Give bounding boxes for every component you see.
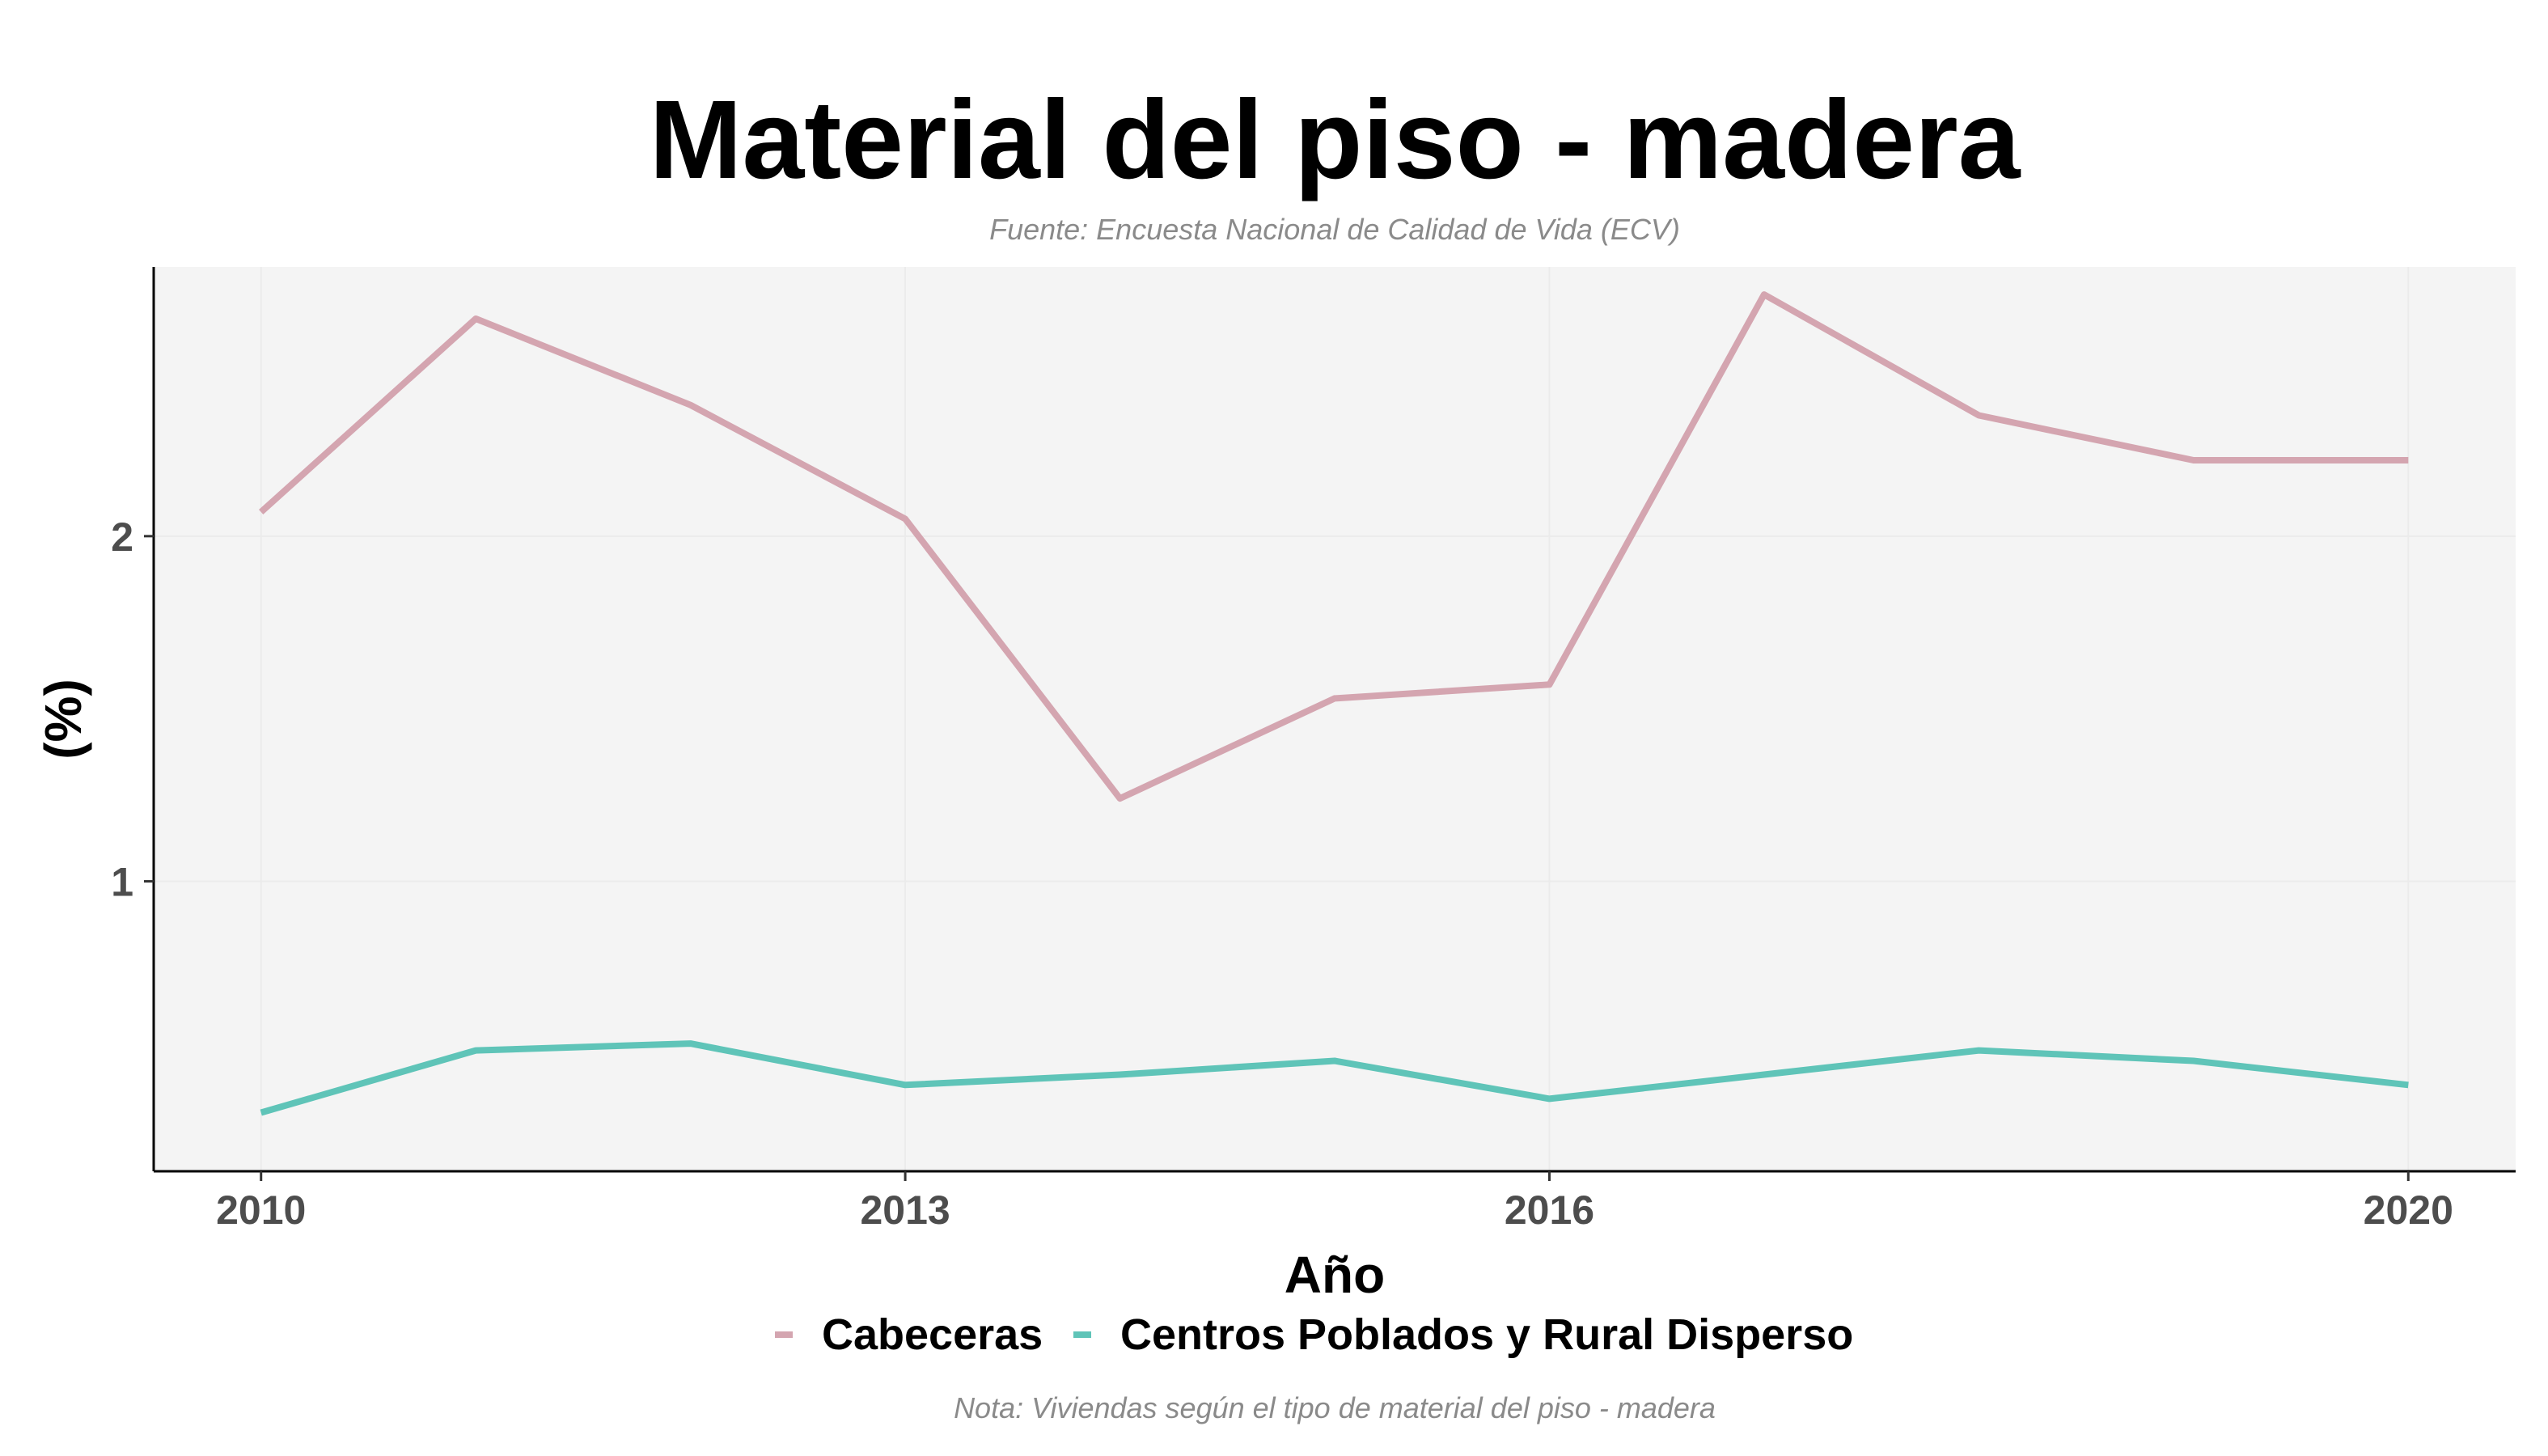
legend: Cabeceras Centros Poblados y Rural Disper… bbox=[775, 1310, 1853, 1359]
chart-caption: Nota: Viviendas según el tipo de materia… bbox=[954, 1391, 1716, 1424]
grid-lines bbox=[154, 267, 2516, 1171]
chart-subtitle: Fuente: Encuesta Nacional de Calidad de … bbox=[989, 213, 1680, 246]
y-tick-label: 2 bbox=[111, 514, 133, 560]
x-axis-title: Año bbox=[1285, 1246, 1385, 1304]
legend-label-2: Centros Poblados y Rural Disperso bbox=[1120, 1310, 1853, 1359]
x-tick-label: 2020 bbox=[2364, 1187, 2453, 1233]
axis-ticks: 2010 2013 2016 2020 1 2 bbox=[111, 514, 2453, 1233]
x-tick-label: 2013 bbox=[860, 1187, 950, 1233]
y-axis-title: (%) bbox=[34, 679, 92, 760]
series-line-1 bbox=[259, 291, 2409, 802]
x-tick-label: 2010 bbox=[216, 1187, 306, 1233]
y-tick-label: 1 bbox=[111, 860, 133, 905]
legend-label-1: Cabeceras bbox=[822, 1310, 1043, 1359]
chart-title: Material del piso - madera bbox=[650, 78, 2021, 202]
plot-panel bbox=[154, 267, 2516, 1171]
series-line-2 bbox=[260, 1040, 2409, 1116]
series-lines bbox=[259, 291, 2409, 1116]
x-tick-label: 2016 bbox=[1505, 1187, 1594, 1233]
